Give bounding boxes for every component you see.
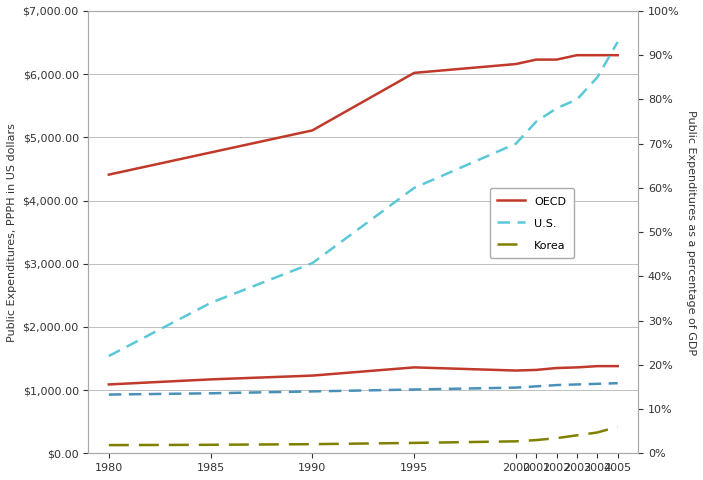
Legend: OECD, U.S., Korea: OECD, U.S., Korea xyxy=(490,188,574,258)
Y-axis label: Public Expenditures as a percentage of GDP: Public Expenditures as a percentage of G… xyxy=(686,109,696,355)
Y-axis label: Public Expenditures, PPPH in US dollars: Public Expenditures, PPPH in US dollars xyxy=(7,123,17,342)
